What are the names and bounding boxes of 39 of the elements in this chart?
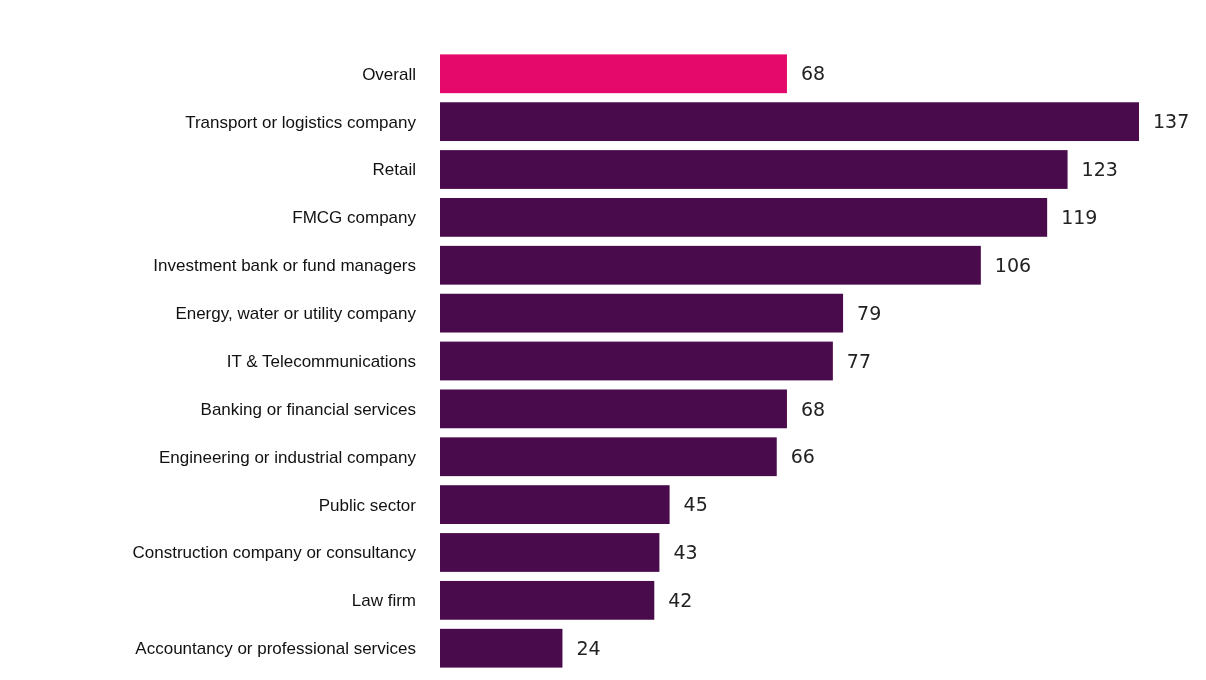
data-label: 43 — [673, 541, 698, 564]
y-tick-label: Banking or financial services — [200, 399, 416, 419]
y-tick-label: Public sector — [318, 495, 417, 515]
data-label: 42 — [668, 589, 693, 611]
y-tick-label: Investment bank or fund managers — [153, 256, 416, 276]
bar — [440, 628, 563, 668]
y-tick-label: Construction company or consultancy — [132, 543, 417, 563]
data-label: 79 — [857, 301, 882, 324]
bar — [440, 580, 655, 620]
y-tick-label: FMCG company — [292, 208, 417, 228]
y-tick-label: Overall — [362, 64, 416, 84]
data-label: 66 — [790, 445, 815, 468]
data-label: 123 — [1081, 158, 1118, 181]
y-tick-label: Law firm — [351, 591, 416, 611]
data-label: 119 — [1061, 206, 1098, 229]
bar — [440, 341, 833, 381]
bar — [440, 533, 660, 572]
data-label: 68 — [800, 397, 826, 420]
y-tick-label: Accountancy or professional services — [135, 639, 416, 659]
data-label: 68 — [800, 62, 826, 85]
bar — [440, 485, 670, 524]
y-tick-label: Retail — [372, 160, 416, 180]
bar — [440, 389, 787, 429]
data-label: 106 — [994, 253, 1032, 276]
y-tick-label: Engineering or industrial company — [158, 447, 417, 467]
bar — [440, 245, 981, 285]
data-label: 77 — [846, 349, 872, 372]
data-label: 45 — [683, 493, 708, 516]
y-tick-label: Transport or logistics company — [185, 112, 417, 132]
y-tick-label: Energy, water or utility company — [175, 304, 417, 324]
y-tick-label: IT & Telecommunications — [226, 351, 416, 371]
bar — [440, 54, 787, 94]
data-label: 24 — [576, 636, 601, 659]
bar — [440, 150, 1068, 189]
bar — [440, 198, 1048, 237]
bar — [440, 293, 844, 333]
bar — [440, 437, 777, 477]
data-label: 137 — [1153, 110, 1190, 133]
bar — [440, 102, 1139, 142]
